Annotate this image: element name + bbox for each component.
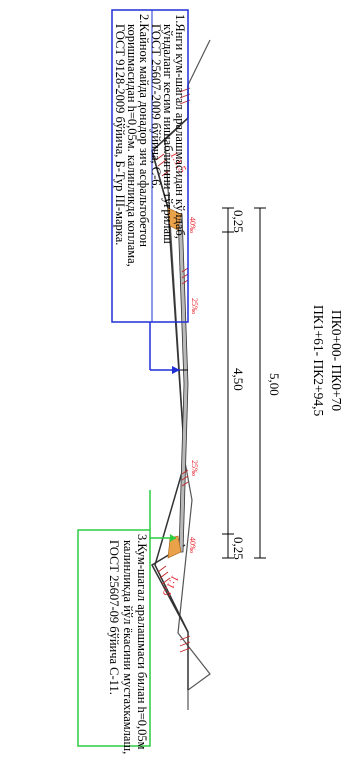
blue-note-line-2: кўндаланг кесим нишаблигини тўғрилаш xyxy=(161,24,175,244)
title-line-1: ПК0+00- ПК0+70 xyxy=(329,310,344,412)
green-note-line-2: калинликда йўл ёкасини мустахкамлаш, xyxy=(121,540,135,755)
dim-right-shoulder: 0,25 xyxy=(231,537,246,560)
blue-note-line-5: коришмасидан h=0,05м. калинликда коплама… xyxy=(125,24,139,267)
pavement-layer xyxy=(177,213,189,553)
dim-total: 5,00 xyxy=(267,373,282,396)
crossfall-right-shoulder: 40‰ xyxy=(188,537,197,553)
blue-note-line-1: 1.Янги кум-шагал аралашмасидан кўлдаб, xyxy=(173,14,187,239)
title-line-2: ПК1+61- ПК2+94,5 xyxy=(311,305,326,417)
crossfall-left-lane: 25‰ xyxy=(190,298,199,314)
dim-carriageway: 4,50 xyxy=(231,368,246,391)
green-arrow xyxy=(170,534,176,542)
dim-left-shoulder: 0,25 xyxy=(231,210,246,233)
green-note-line-1: 3.Кум-шагал аралашмаси билан h=0,05м xyxy=(135,534,149,750)
blue-arrow xyxy=(172,366,180,374)
blue-note-line-4: 2.Кайнок майда донадор зич асфальтобетон xyxy=(137,14,151,247)
left-shoulder-fill xyxy=(167,207,182,231)
right-shoulder-fill xyxy=(167,535,182,559)
green-note-line-3: ГОСТ 25607-09 бўйича С-11. xyxy=(107,540,121,695)
dimension-lines xyxy=(222,207,266,559)
crossfall-left-shoulder: 40‰ xyxy=(188,217,197,233)
crossfall-right-lane: 25‰ xyxy=(190,460,199,476)
green-note-box xyxy=(77,529,151,747)
blue-note-line-6: ГОСТ 9128-2009 бўйича, Б-Тур III-марка. xyxy=(113,24,127,246)
blue-note-line-3: ГОСТ 25607-2009 бўйича, С-6. xyxy=(149,24,163,189)
